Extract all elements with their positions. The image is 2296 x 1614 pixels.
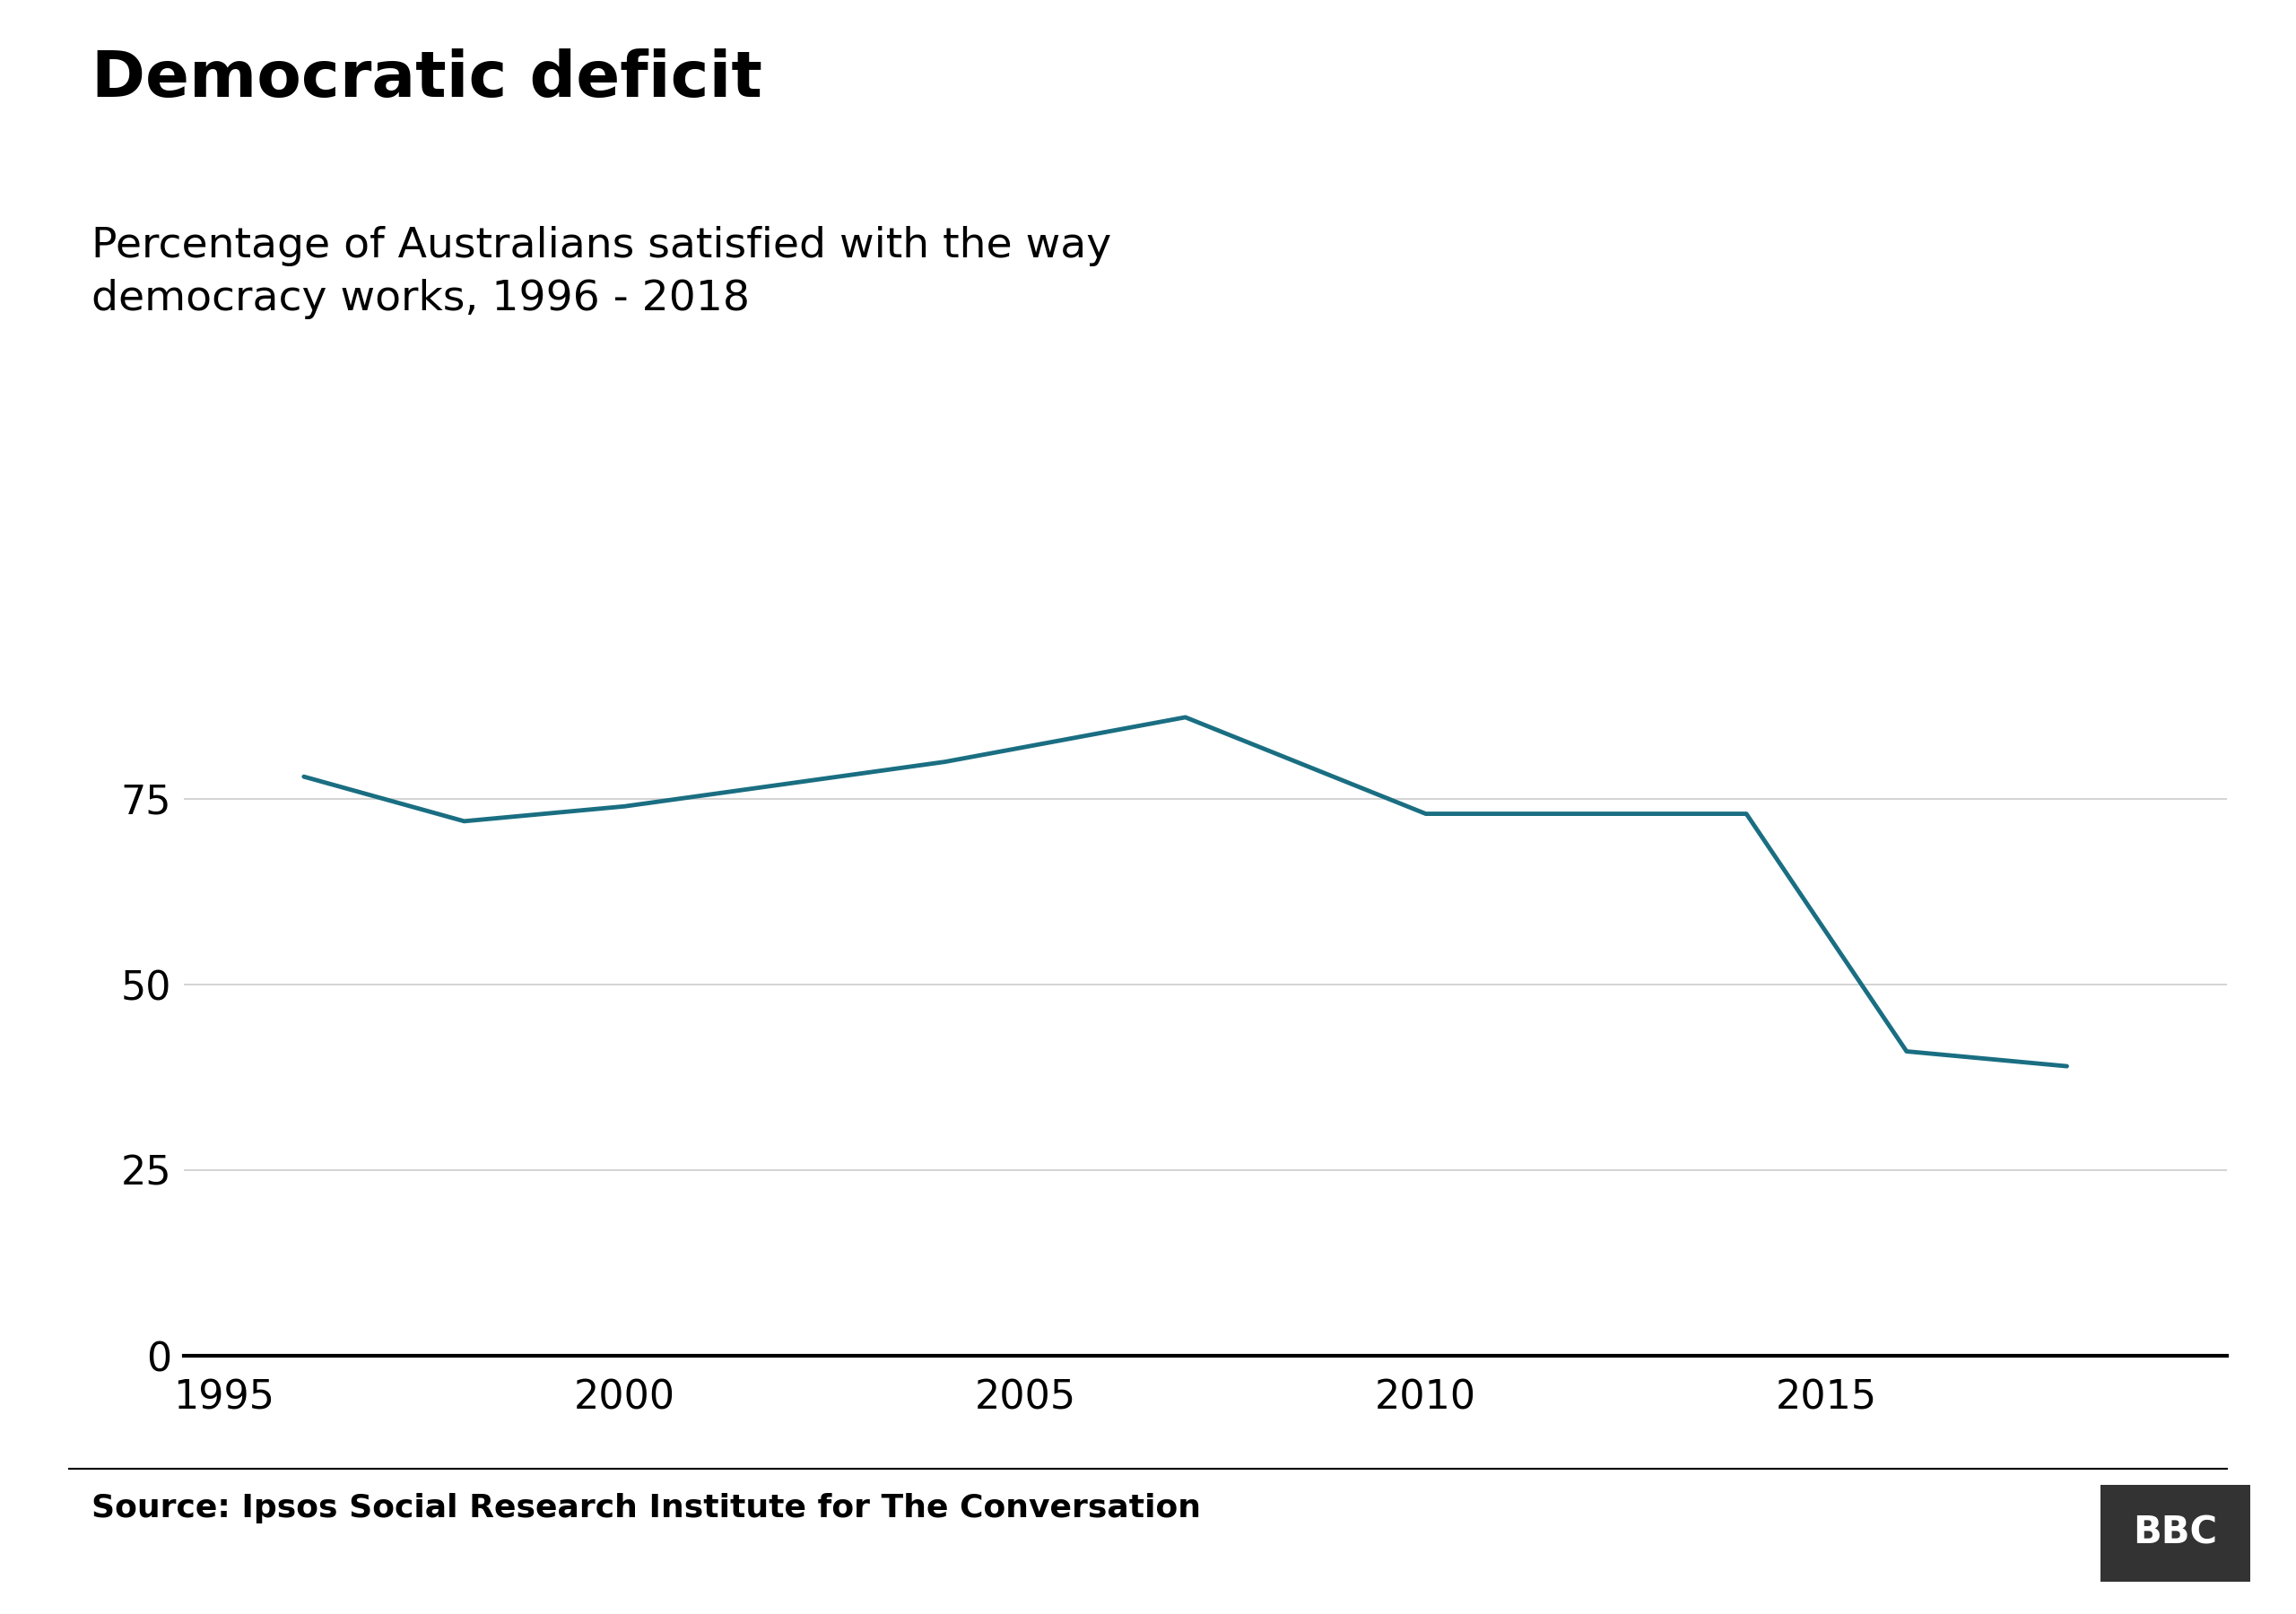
Text: Democratic deficit: Democratic deficit bbox=[92, 48, 762, 110]
Text: BBC: BBC bbox=[2133, 1514, 2218, 1553]
Text: Percentage of Australians satisfied with the way
democracy works, 1996 - 2018: Percentage of Australians satisfied with… bbox=[92, 226, 1111, 320]
Text: Source: Ipsos Social Research Institute for The Conversation: Source: Ipsos Social Research Institute … bbox=[92, 1493, 1201, 1524]
